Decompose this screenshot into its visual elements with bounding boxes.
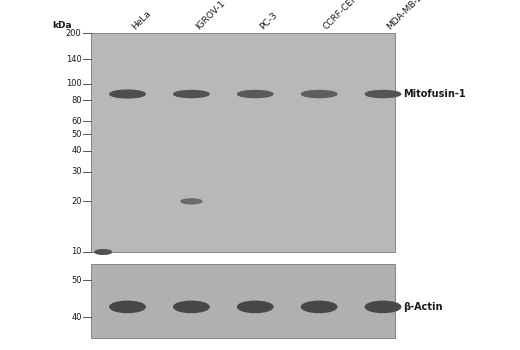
Ellipse shape [302, 91, 337, 98]
Text: IGROV-1: IGROV-1 [194, 0, 227, 32]
Text: 50: 50 [71, 276, 82, 285]
Ellipse shape [110, 90, 145, 98]
Text: Mitofusin-1: Mitofusin-1 [403, 89, 465, 99]
Ellipse shape [366, 91, 401, 98]
Text: 200: 200 [66, 29, 82, 38]
Ellipse shape [302, 301, 337, 313]
Text: 40: 40 [71, 146, 82, 155]
Text: 40: 40 [71, 313, 82, 322]
Text: MDA-MB-231: MDA-MB-231 [386, 0, 433, 32]
Ellipse shape [181, 199, 202, 204]
Ellipse shape [174, 91, 209, 98]
Text: PC-3: PC-3 [258, 10, 279, 32]
Text: 60: 60 [71, 117, 82, 126]
Ellipse shape [238, 91, 273, 98]
Ellipse shape [174, 301, 209, 313]
Text: CCRF-CEM: CCRF-CEM [322, 0, 361, 32]
Text: 100: 100 [66, 79, 82, 88]
Text: 50: 50 [71, 130, 82, 139]
Text: β-Actin: β-Actin [403, 302, 443, 312]
Text: 30: 30 [71, 167, 82, 176]
Ellipse shape [110, 301, 145, 313]
Ellipse shape [238, 301, 273, 313]
Text: 20: 20 [71, 197, 82, 206]
Ellipse shape [366, 301, 401, 313]
Bar [91, 264, 395, 338]
Text: 10: 10 [71, 247, 82, 257]
Text: HeLa: HeLa [130, 9, 153, 32]
Text: 140: 140 [66, 55, 82, 64]
Text: 80: 80 [71, 96, 82, 105]
Bar [91, 33, 395, 252]
Ellipse shape [95, 250, 111, 254]
Text: kDa: kDa [53, 21, 72, 30]
